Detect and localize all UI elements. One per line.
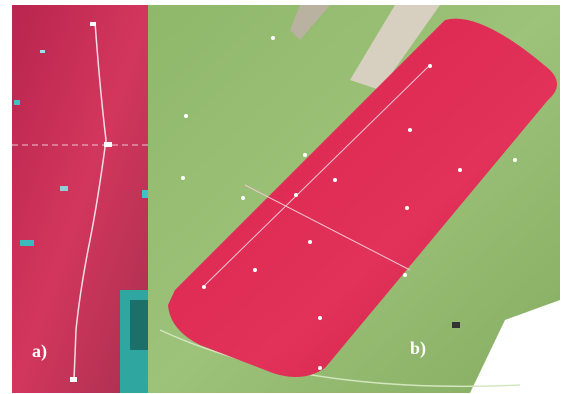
- marker: [181, 176, 185, 180]
- marker: [202, 285, 206, 289]
- marker: [90, 22, 96, 26]
- speck: [60, 186, 68, 191]
- speck: [14, 100, 20, 105]
- marker: [294, 193, 298, 197]
- speck: [142, 190, 148, 198]
- marker: [405, 206, 409, 210]
- marker: [318, 366, 322, 370]
- marker: [104, 142, 112, 147]
- panel-label: a): [32, 341, 47, 362]
- marker: [513, 158, 517, 162]
- marker: [70, 377, 77, 382]
- marker: [333, 178, 337, 182]
- speck: [20, 240, 34, 246]
- marker: [241, 196, 245, 200]
- figure: a) b): [0, 0, 563, 394]
- marker: [303, 153, 307, 157]
- marker: [428, 64, 432, 68]
- marker: [318, 316, 322, 320]
- speck: [40, 50, 45, 53]
- panel-a: a): [12, 5, 148, 393]
- marker: [308, 240, 312, 244]
- marker: [271, 36, 275, 40]
- marker: [458, 168, 462, 172]
- panel-label: b): [410, 338, 426, 359]
- marker: [184, 114, 188, 118]
- object: [452, 322, 460, 328]
- marker: [403, 273, 407, 277]
- panel-b: b): [148, 5, 560, 393]
- marker: [408, 128, 412, 132]
- page: a) b): [0, 0, 563, 394]
- marker: [253, 268, 257, 272]
- dark-patch: [130, 300, 148, 350]
